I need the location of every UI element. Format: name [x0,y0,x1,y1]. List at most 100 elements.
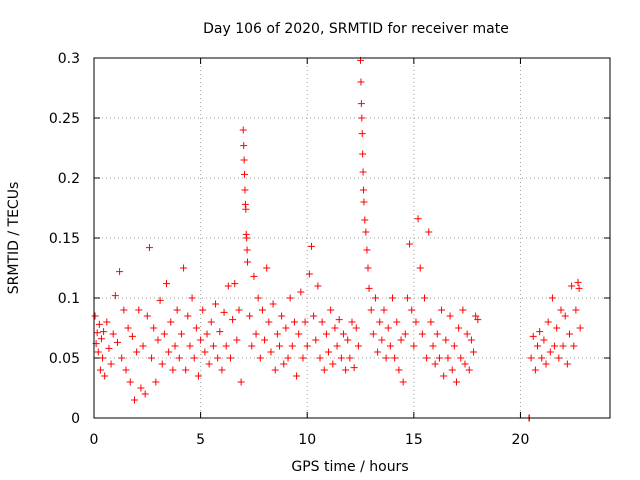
data-point [318,318,326,326]
data-point [250,272,258,280]
data-point [244,258,252,266]
data-point [109,330,117,338]
data-point [209,342,217,350]
data-point [233,336,241,344]
grid-lines [94,58,610,418]
data-point [243,246,251,254]
data-point [431,360,439,368]
data-point [118,354,126,362]
data-point [158,360,166,368]
data-point [218,366,226,374]
data-point [401,330,409,338]
data-point [162,280,170,288]
data-point [173,306,181,314]
data-point [265,318,273,326]
x-axis-ticks: 0 5 10 15 20 [90,58,529,448]
data-point [329,360,337,368]
data-point [241,186,249,194]
data-point [258,306,266,314]
data-point [271,366,279,374]
data-point [182,366,190,374]
data-point [256,354,264,362]
data-point [444,354,452,362]
data-point [252,330,260,338]
data-point [568,282,576,290]
data-point [393,318,401,326]
data-point [284,354,292,362]
data-point [148,354,156,362]
data-point [357,100,365,108]
data-point [111,292,119,300]
data-point [342,366,350,374]
data-point [269,300,277,308]
data-point [337,354,345,362]
y-axis-ticks: 0 0.05 0.1 0.15 0.2 0.25 0.3 [49,51,610,427]
data-point [427,318,435,326]
data-point [96,366,104,374]
data-point [282,324,290,332]
data-point [542,360,550,368]
data-points [91,56,584,422]
data-point [352,324,360,332]
data-point [376,318,384,326]
data-point [360,198,368,206]
data-point [160,330,168,338]
data-point [455,324,463,332]
data-point [197,336,205,344]
data-point [100,328,108,336]
data-point [440,372,448,380]
data-point [205,360,213,368]
data-point [461,360,469,368]
data-point [446,312,454,320]
data-point [418,330,426,338]
data-point [570,342,578,350]
data-point [534,342,542,350]
data-point [184,312,192,320]
data-point [575,284,583,292]
data-point [143,312,151,320]
data-point [555,354,563,362]
data-point [261,336,269,344]
data-point [450,342,458,350]
data-point [105,344,113,352]
data-point [128,332,136,340]
data-point [354,342,362,350]
data-point [126,378,134,386]
data-point [361,216,369,224]
data-point [203,330,211,338]
data-point [369,330,377,338]
data-point [299,354,307,362]
data-point [240,156,248,164]
data-point [243,234,251,242]
data-point [529,332,537,340]
data-point [263,264,271,272]
data-point [472,312,480,320]
data-point [226,354,234,362]
data-point [116,268,124,276]
data-point [107,360,115,368]
data-point [474,316,482,324]
data-point [254,294,262,302]
data-point [325,348,333,356]
data-point [389,294,397,302]
data-point [94,348,102,356]
data-point [536,328,544,336]
data-point [237,378,245,386]
data-point [357,78,365,86]
data-point [124,324,132,332]
data-point [235,306,243,314]
data-point [527,354,535,362]
data-point [470,348,478,356]
y-tick-label: 0.25 [49,111,80,127]
data-point [467,336,475,344]
data-point [339,330,347,338]
y-axis-label: SRMTID / TECUs [6,182,22,295]
data-point [557,306,565,314]
data-point [103,318,111,326]
data-point [538,354,546,362]
data-point [91,312,99,320]
data-point [335,316,343,324]
data-point [297,288,305,296]
data-point [286,294,294,302]
data-point [276,342,284,350]
